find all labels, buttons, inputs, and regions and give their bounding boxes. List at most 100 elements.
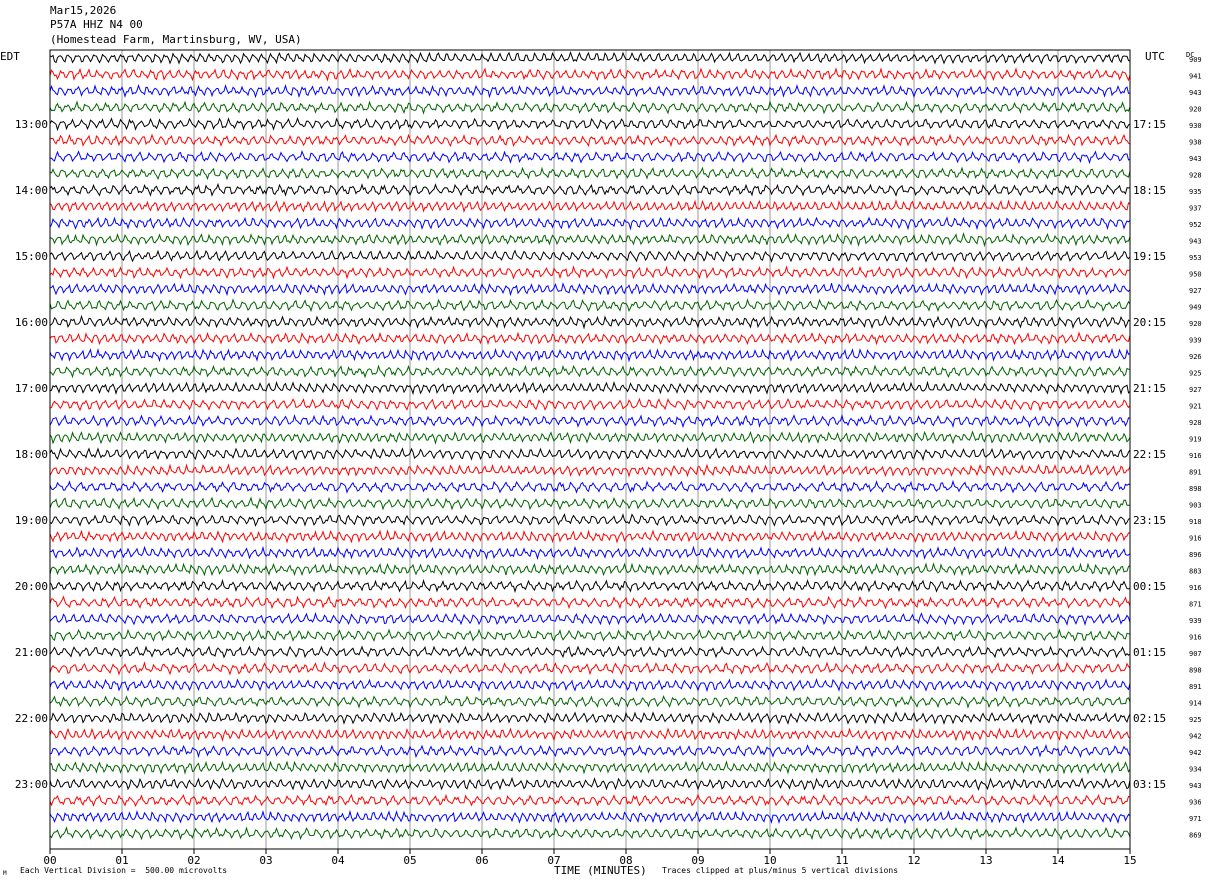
seismic-trace (49, 166, 1131, 181)
x-tick-label: 09 (691, 854, 704, 867)
x-tick-label: 01 (115, 854, 128, 867)
seismic-trace (49, 447, 1131, 461)
dc-offset-value: 916 (1189, 584, 1202, 592)
dc-offset-value: 925 (1189, 370, 1202, 378)
seismic-trace (49, 545, 1131, 560)
dc-offset-value: 925 (1189, 716, 1202, 724)
dc-offset-value: 916 (1189, 535, 1202, 543)
dc-offset-value: 909 (1189, 56, 1202, 64)
x-tick-label: 14 (1051, 854, 1065, 867)
right-hour-label: 22:15 (1133, 448, 1166, 461)
dc-offset-value: 927 (1189, 386, 1202, 394)
x-axis-ticks: 00 01 02 03 04 05 06 07 08 09 10 11 12 13 14 15 (43, 849, 1137, 867)
x-tick-label: 08 (619, 854, 632, 867)
seismic-trace (49, 100, 1131, 115)
dc-offset-value: 939 (1189, 617, 1202, 625)
dc-offset-value: 928 (1189, 172, 1202, 180)
left-hour-label: 22:00 (15, 712, 48, 725)
dc-offset-value: 936 (1189, 799, 1202, 807)
right-hour-label: 02:15 (1133, 712, 1166, 725)
seismic-trace (49, 776, 1131, 791)
dc-offset-value: 898 (1189, 485, 1202, 493)
dc-offset-labels: 909 941 943 920 930 938 943 928 935 937 952 943 953 9… (1189, 56, 1202, 840)
seismic-trace (49, 793, 1131, 808)
right-timezone-label: UTC (1145, 50, 1165, 63)
seismic-trace (49, 397, 1131, 412)
seismic-trace (49, 150, 1131, 165)
seismic-trace (49, 826, 1131, 841)
seismic-trace (49, 678, 1131, 693)
x-axis-title: TIME (MINUTES) (554, 864, 647, 877)
x-tick-label: 03 (259, 854, 272, 867)
dc-offset-value: 935 (1189, 188, 1202, 196)
dc-offset-value: 927 (1189, 287, 1202, 295)
dc-offset-value: 943 (1189, 89, 1202, 97)
dc-offset-value: 898 (1189, 667, 1202, 675)
left-hour-label: 23:00 (15, 778, 48, 791)
dc-offset-value: 871 (1189, 601, 1202, 609)
dc-offset-value: 943 (1189, 238, 1202, 246)
dc-offset-value: 928 (1189, 419, 1202, 427)
right-time-labels: 17:15 18:15 19:15 20:15 21:15 22:15 23:15 00:15… (1133, 118, 1166, 791)
seismic-trace (49, 578, 1131, 594)
seismic-trace (49, 380, 1131, 396)
dc-offset-value: 930 (1189, 122, 1202, 130)
dc-offset-value: 941 (1189, 73, 1202, 81)
left-hour-label: 21:00 (15, 646, 48, 659)
right-hour-label: 01:15 (1133, 646, 1166, 659)
dc-offset-value: 971 (1189, 815, 1202, 823)
seismic-trace (49, 760, 1131, 775)
left-time-labels: 13:00 14:00 15:00 16:00 17:00 18:00 19:00 20:00… (15, 118, 48, 791)
right-hour-label: 21:15 (1133, 382, 1166, 395)
x-tick-label: 13 (979, 854, 992, 867)
right-hour-label: 03:15 (1133, 778, 1166, 791)
seismic-traces (49, 50, 1131, 841)
dc-offset-value: 903 (1189, 502, 1202, 510)
seismic-trace (49, 133, 1131, 148)
x-tick-label: 10 (763, 854, 776, 867)
station-location: (Homestead Farm, Martinsburg, WV, USA) (50, 33, 302, 46)
left-hour-label: 19:00 (15, 514, 48, 527)
seismic-trace (49, 529, 1131, 544)
right-hour-label: 19:15 (1133, 250, 1166, 263)
dc-offset-value: 942 (1189, 749, 1202, 757)
dc-offset-value: 937 (1189, 205, 1202, 213)
dc-offset-value: 942 (1189, 733, 1202, 741)
seismic-trace (49, 463, 1131, 478)
seismic-trace (49, 216, 1131, 231)
seismic-trace (49, 413, 1131, 429)
left-hour-label: 16:00 (15, 316, 48, 329)
left-hour-label: 14:00 (15, 184, 48, 197)
dc-offset-value: 943 (1189, 782, 1202, 790)
seismic-trace (49, 249, 1131, 263)
clip-note: Traces clipped at plus/minus 5 vertical … (662, 866, 899, 875)
seismic-trace (49, 611, 1131, 626)
plot-date: Mar15,2026 (50, 4, 117, 17)
corner-mark: M (3, 870, 7, 877)
seismic-trace (49, 496, 1131, 511)
dc-offset-value: 883 (1189, 568, 1202, 576)
dc-offset-value: 920 (1189, 106, 1202, 114)
plot-frame (49, 49, 1131, 850)
dc-offset-value: 950 (1189, 271, 1202, 279)
dc-offset-value: 953 (1189, 254, 1202, 262)
x-tick-label: 00 (43, 854, 56, 867)
seismic-trace (49, 595, 1131, 610)
dc-offset-value: 920 (1189, 320, 1202, 328)
seismic-trace (49, 347, 1131, 363)
dc-offset-value: 934 (1189, 766, 1202, 774)
seismic-trace (49, 727, 1131, 742)
dc-label: DC (1186, 51, 1194, 59)
dc-offset-value: 921 (1189, 403, 1202, 411)
dc-offset-value: 943 (1189, 155, 1202, 163)
x-tick-label: 05 (403, 854, 416, 867)
dc-offset-value: 952 (1189, 221, 1202, 229)
seismic-trace (49, 50, 1131, 65)
dc-offset-value: 918 (1189, 518, 1202, 526)
dc-offset-value: 926 (1189, 353, 1202, 361)
left-hour-label: 20:00 (15, 580, 48, 593)
left-hour-label: 13:00 (15, 118, 48, 131)
x-tick-label: 02 (187, 854, 200, 867)
seismic-trace (49, 67, 1131, 82)
dc-offset-value: 891 (1189, 469, 1202, 477)
